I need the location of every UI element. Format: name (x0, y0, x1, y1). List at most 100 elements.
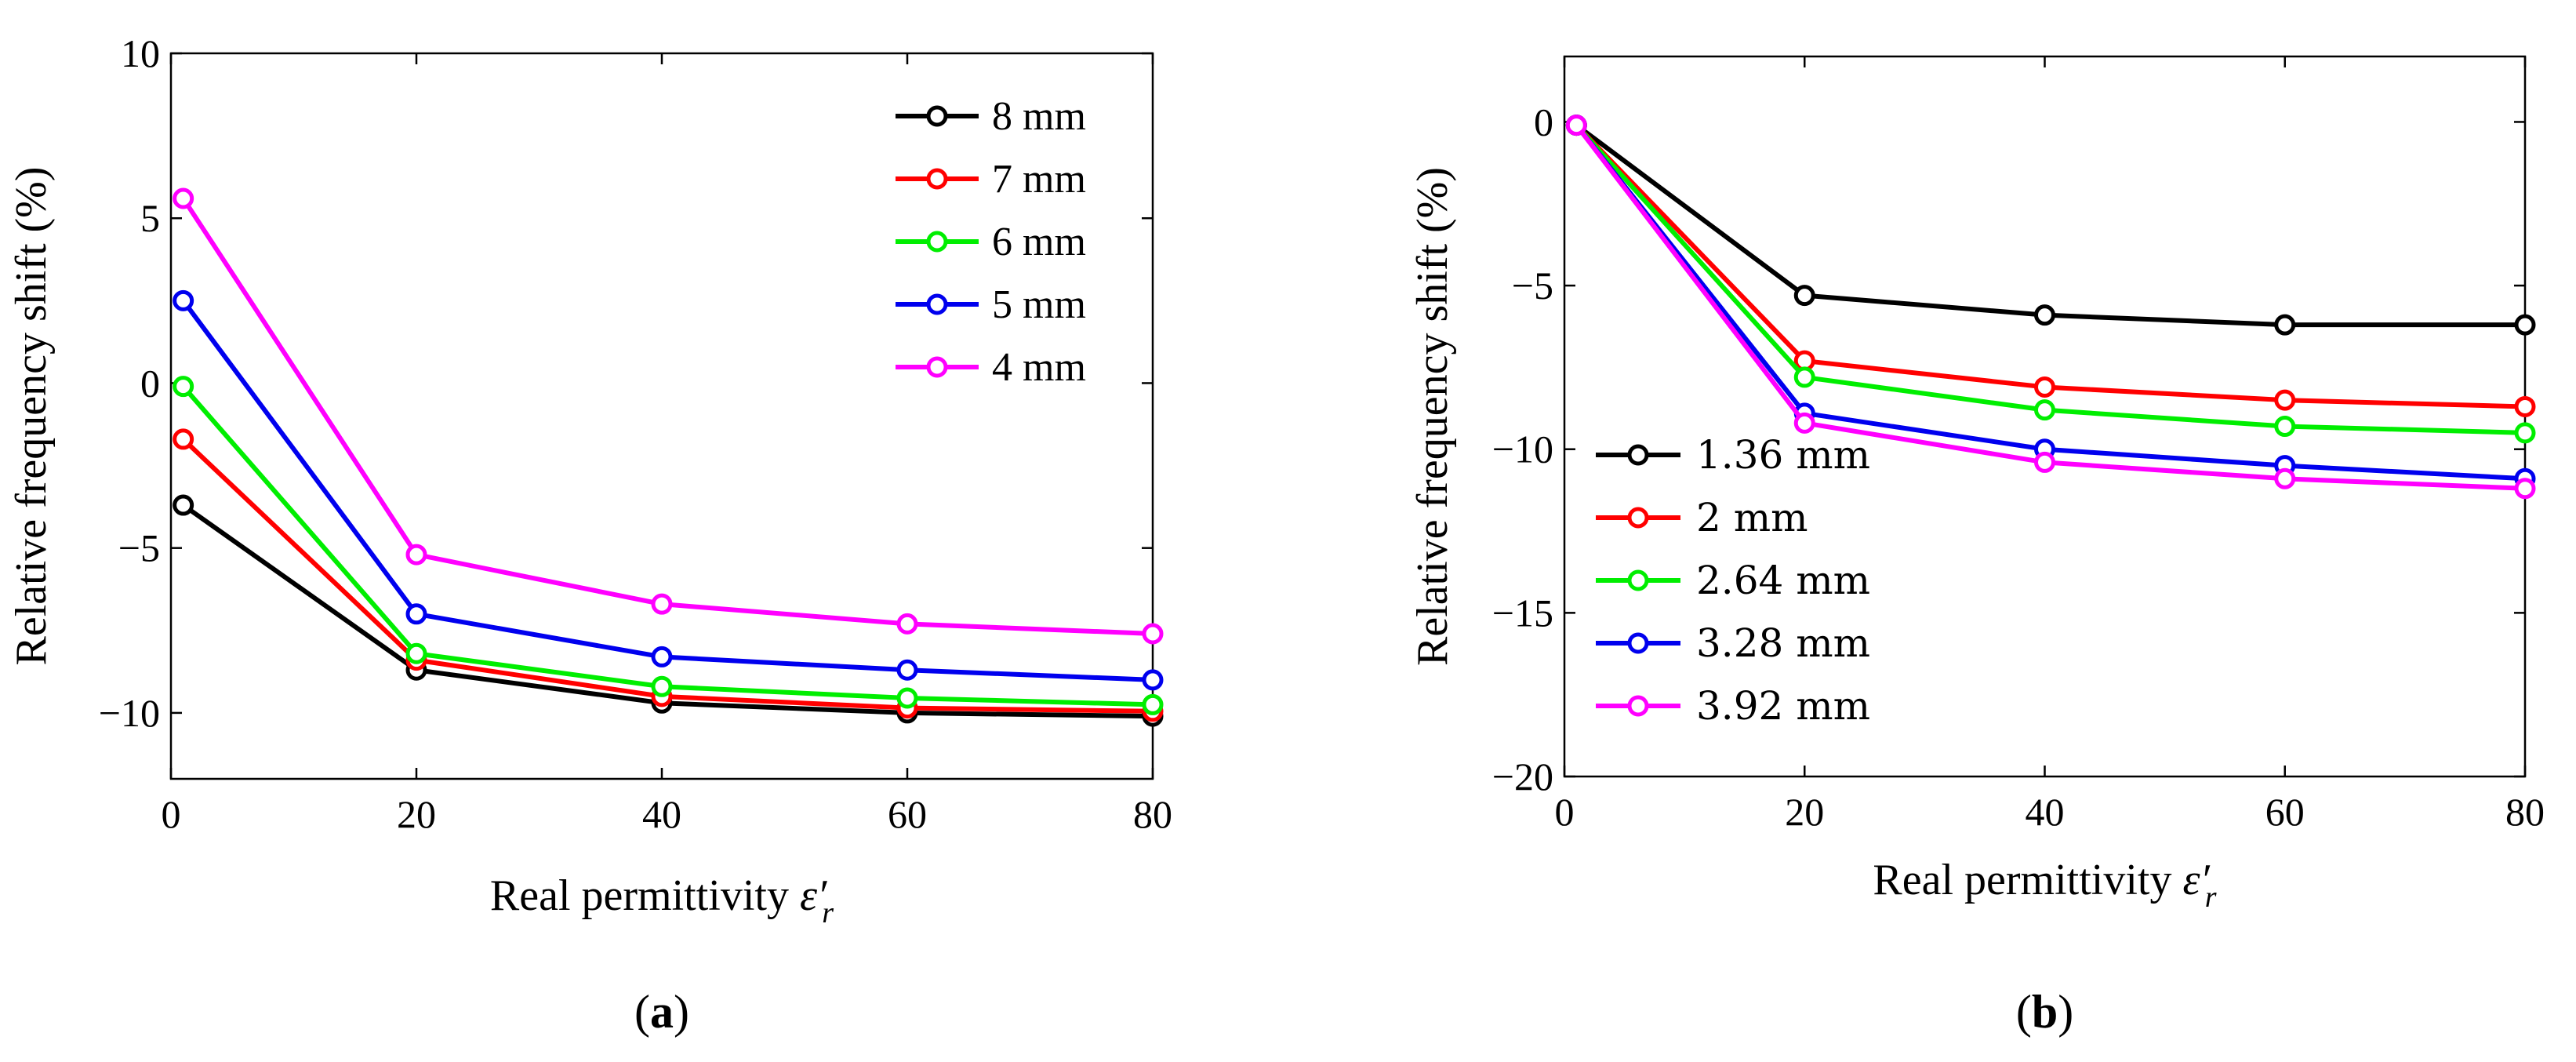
chart-b-xtick-label-20: 20 (1785, 790, 1824, 834)
chart-b-legend-label-2-mm: 2 mm (1696, 495, 1808, 540)
chart-a-panel-label-close: ) (674, 986, 689, 1038)
chart-a-xtick-label-0: 0 (162, 792, 181, 836)
chart-b-xtick-label-0: 0 (1555, 790, 1575, 834)
chart-a-x-axis-label: Real permittivity ε′r (490, 871, 834, 929)
chart-a-legend-marker-6-mm (926, 231, 948, 253)
chart-b-point-1-36-mm-40 (2034, 304, 2055, 326)
chart-b-series-line-2-mm (1575, 123, 2526, 409)
chart-b-legend-label-2-64-mm: 2.64 mm (1696, 558, 1870, 603)
chart-b-point-3-92-mm-40 (2034, 451, 2055, 473)
chart-b-point-2-mm-60 (2274, 389, 2296, 411)
chart-a-legend-marker-4-mm (926, 356, 948, 378)
chart-b-point-1-36-mm-80 (2514, 314, 2536, 336)
chart-b-series-line-3-28-mm (1574, 123, 2526, 482)
chart-a-legend-label-4-mm: 4 mm (992, 345, 1086, 390)
chart-b-point-2-mm-40 (2034, 376, 2055, 398)
chart-a-series-line-7-mm (181, 437, 1154, 714)
chart-a-point-5-mm-80 (1142, 669, 1164, 691)
chart-b-point-2-64-mm-20 (1793, 366, 1815, 388)
chart-b-legend-marker-3-28-mm (1627, 632, 1649, 654)
chart-a-point-4-mm-80 (1142, 623, 1164, 645)
chart-b-point-2-64-mm-60 (2274, 416, 2296, 438)
chart-panel-b: 0 20 40 60 80 −20 −15 −10 −5 0 Relative frequency … (1408, 55, 2545, 1038)
chart-a-xtick-label-60: 60 (888, 792, 927, 836)
chart-a-point-6-mm-80 (1142, 693, 1164, 715)
chart-a-point-6-mm-1 (173, 376, 194, 398)
chart-a-point-4-mm-20 (405, 544, 427, 566)
chart-a-point-4-mm-40 (651, 593, 673, 615)
chart-a-ytick-label-5: −5 (118, 526, 160, 570)
chart-b-panel-label-close: ) (2058, 986, 2073, 1038)
chart-a-legend-marker-5-mm (926, 293, 948, 315)
chart-b-legend-marker-1-36-mm (1627, 444, 1649, 466)
chart-b-x-axis-label-symbol: ε′ (2182, 856, 2210, 904)
chart-a-xtick-label-40: 40 (642, 792, 681, 836)
chart-b-series-2-mm (1565, 115, 2536, 417)
chart-a-x-axis-label-text: Real permittivity (490, 871, 800, 920)
chart-b-point-2-64-mm-40 (2034, 399, 2055, 421)
chart-b-legend-marker-3-92-mm (1627, 695, 1649, 717)
chart-a-legend: 8 mm 7 mm 6 mm 5 mm 4 mm (896, 94, 1086, 390)
chart-b-point-3-92-mm-1 (1565, 115, 1587, 136)
chart-b-legend: 1.36 mm 2 mm 2.64 mm 3.28 mm 3.92 mm (1596, 432, 1870, 729)
chart-b-series-3-92-mm (1565, 115, 2536, 500)
chart-a-point-6-mm-40 (651, 675, 673, 697)
chart-a-point-5-mm-1 (173, 289, 194, 311)
chart-b-x-axis-label: Real permittivity ε′r (1873, 856, 2216, 914)
chart-b-series-2-64-mm (1565, 115, 2536, 444)
chart-a-xtick-label-20: 20 (397, 792, 436, 836)
chart-b-point-1-36-mm-20 (1793, 285, 1815, 307)
chart-a-point-6-mm-20 (405, 642, 427, 664)
chart-a-point-5-mm-20 (405, 603, 427, 625)
chart-a-ytick-label-10: −10 (99, 691, 160, 735)
chart-a-y-axis-label: Relative frequency shift (%) (7, 167, 56, 666)
chart-b-point-2-mm-80 (2514, 395, 2536, 417)
chart-b-point-3-92-mm-20 (1793, 412, 1815, 434)
chart-a-ytick-label-0: 0 (140, 361, 160, 405)
chart-b-ytick-label-20: −20 (1492, 755, 1553, 798)
chart-b-x-axis-label-subscript: r (2205, 881, 2217, 914)
chart-b-xtick-label-40: 40 (2026, 790, 2065, 834)
chart-panel-a: 0 20 40 60 80 −10 −5 0 5 10 Relative frequency shi… (7, 31, 1172, 1038)
chart-a-point-7-mm-1 (173, 428, 194, 450)
chart-a-legend-marker-7-mm (926, 168, 948, 190)
chart-b-y-axis-label: Relative frequency shift (%) (1408, 167, 1457, 666)
chart-a-series-4-mm (173, 187, 1164, 645)
chart-a-legend-label-5-mm: 5 mm (992, 282, 1086, 327)
chart-b-xtick-label-60: 60 (2265, 790, 2305, 834)
chart-b-panel-label: (b) (2016, 986, 2073, 1038)
chart-a-panel-label: (a) (634, 986, 689, 1038)
chart-b-panel-label-letter: b (2032, 986, 2058, 1038)
chart-b-x-axis-label-text: Real permittivity (1873, 856, 2182, 904)
chart-b-ytick-label-15: −15 (1492, 591, 1553, 635)
chart-a-legend-label-7-mm: 7 mm (992, 157, 1086, 202)
chart-a-point-4-mm-1 (173, 187, 194, 209)
chart-a-series-6-mm (173, 376, 1164, 715)
chart-a-ytick-label-5: 5 (140, 196, 160, 240)
chart-a-point-4-mm-60 (896, 613, 918, 635)
chart-a-point-5-mm-40 (651, 646, 673, 667)
chart-b-point-1-36-mm-60 (2274, 314, 2296, 336)
chart-a-panel-label-open: ( (634, 986, 650, 1038)
chart-b-legend-label-3-92-mm: 3.92 mm (1696, 683, 1870, 729)
chart-b-legend-marker-2-64-mm (1627, 569, 1649, 591)
chart-b-legend-label-3-28-mm: 3.28 mm (1696, 620, 1870, 666)
chart-b-panel-label-open: ( (2016, 986, 2032, 1038)
chart-b-ytick-label-0: 0 (1534, 100, 1553, 144)
chart-a-ytick-label-10: 10 (121, 31, 160, 75)
chart-b-point-3-92-mm-80 (2514, 478, 2536, 500)
chart-b-point-2-64-mm-80 (2514, 422, 2536, 444)
chart-a-x-axis-label-symbol: ε′ (800, 871, 827, 920)
chart-b-ytick-label-5: −5 (1512, 264, 1553, 307)
chart-b-xtick-label-80: 80 (2505, 790, 2545, 834)
chart-a-legend-label-6-mm: 6 mm (992, 220, 1086, 264)
chart-b-series-line-1-36-mm (1575, 123, 2525, 328)
chart-b-legend-label-1-36-mm: 1.36 mm (1696, 432, 1870, 478)
chart-a-point-6-mm-60 (896, 687, 918, 709)
chart-a-legend-label-8-mm: 8 mm (992, 94, 1086, 139)
chart-a-legend-marker-8-mm (926, 105, 948, 127)
chart-b-ytick-label-10: −10 (1492, 427, 1553, 471)
chart-a-xtick-label-80: 80 (1133, 792, 1172, 836)
chart-a-point-8-mm-1 (173, 494, 194, 516)
